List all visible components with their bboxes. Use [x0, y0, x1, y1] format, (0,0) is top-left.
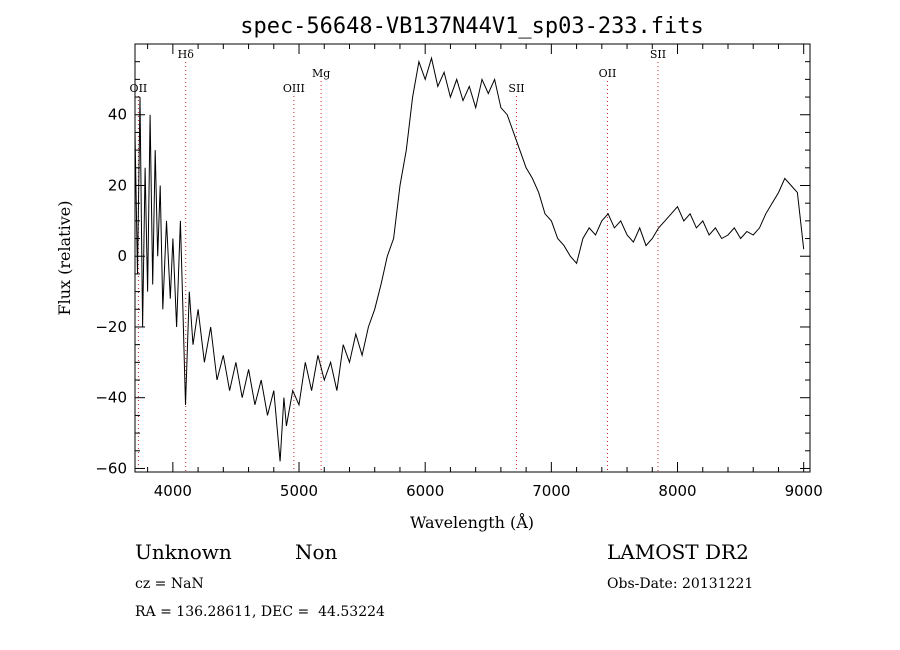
x-tick-label: 7000 — [532, 482, 570, 500]
y-tick-label: 20 — [108, 176, 127, 194]
x-tick-label: 4000 — [154, 482, 192, 500]
object-class: Unknown — [135, 540, 232, 564]
x-tick-label: 9000 — [785, 482, 823, 500]
y-axis-label: Flux (relative) — [55, 201, 74, 316]
survey-name: LAMOST DR2 — [607, 540, 749, 564]
spectral-line-label: OIII — [283, 82, 305, 95]
y-tick-label: −20 — [95, 318, 127, 336]
spectrum-series-line — [134, 56, 805, 462]
spectral-line-label: SII — [650, 48, 666, 61]
object-subclass: Non — [295, 540, 338, 564]
x-tick-label: 8000 — [658, 482, 696, 500]
spectral-line-label: OII — [130, 82, 148, 95]
x-tick-label: 6000 — [406, 482, 444, 500]
spectral-line-markers: OII Hδ OIII Mg SII OII SII — [130, 48, 666, 472]
redshift-cz: cz = NaN — [135, 576, 204, 592]
y-tick-label: 0 — [117, 247, 127, 265]
y-tick-label: 40 — [108, 106, 127, 124]
x-tick-label: 5000 — [280, 482, 318, 500]
spectral-line-label: Hδ — [178, 48, 195, 61]
y-tick-label: −40 — [95, 389, 127, 407]
spectral-line-label: Mg — [312, 67, 330, 80]
observation-date: Obs-Date: 20131221 — [607, 576, 754, 592]
chart-title: spec-56648-VB137N44V1_sp03-233.fits — [240, 14, 704, 39]
x-axis-label: Wavelength (Å) — [410, 512, 534, 532]
sky-coordinates: RA = 136.28611, DEC = 44.53224 — [135, 604, 385, 620]
spectral-line-label: SII — [508, 82, 524, 95]
y-tick-label: −60 — [95, 459, 127, 477]
axis-ticks: 4000 5000 6000 7000 8000 9000 −60 −40 −20 0 20 40 — [95, 44, 823, 500]
spectral-line-label: OII — [599, 67, 617, 80]
plot-frame — [134, 43, 811, 473]
